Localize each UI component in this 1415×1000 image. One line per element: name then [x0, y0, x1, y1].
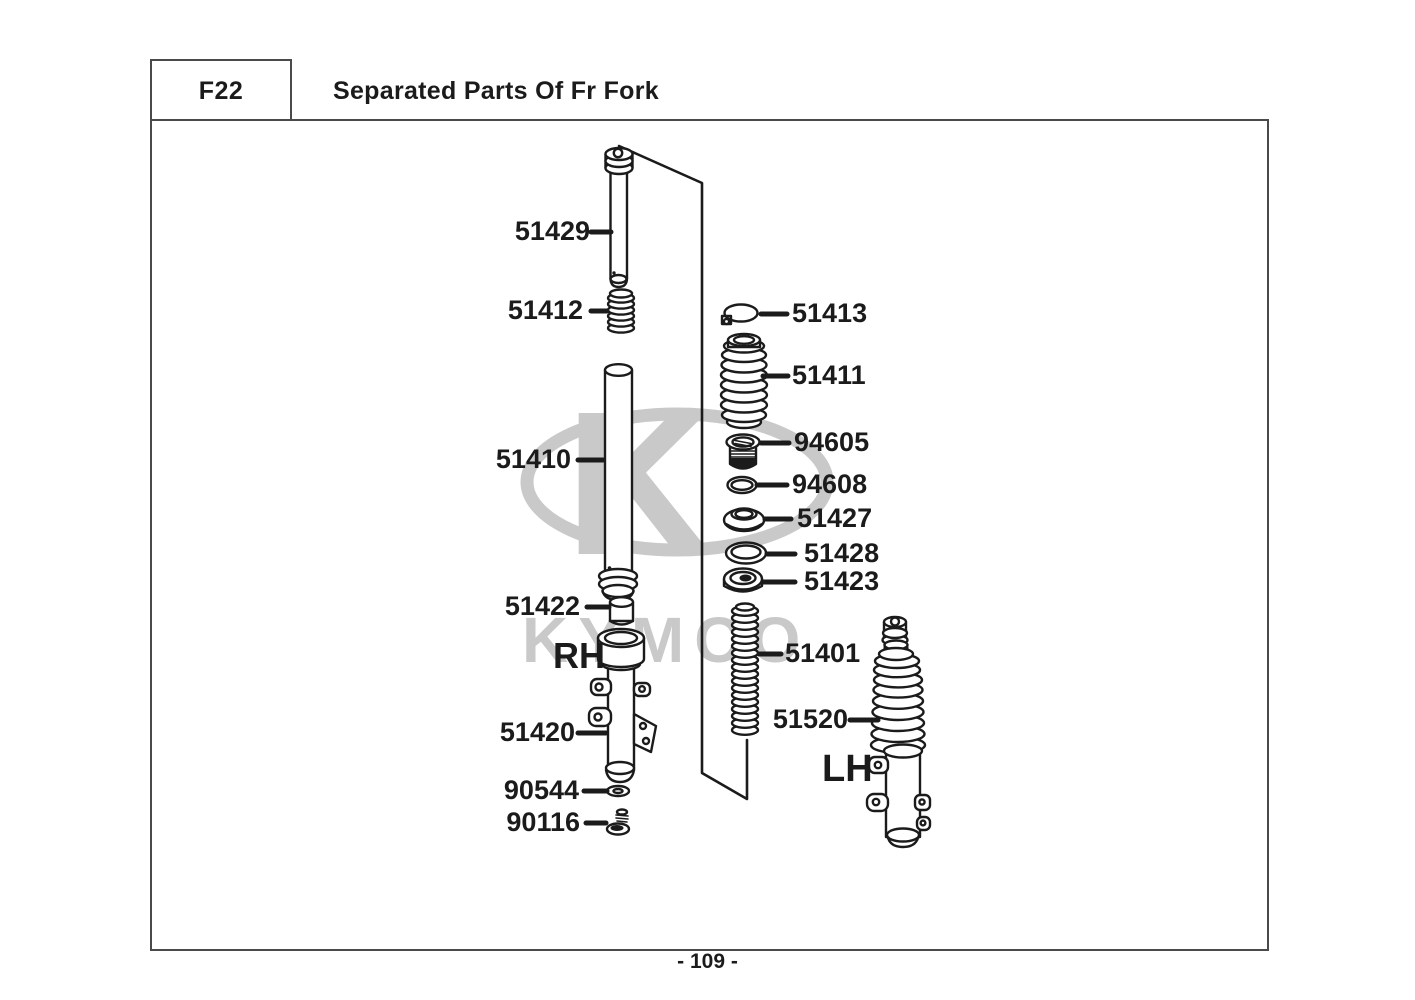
part-drawing-o-ring-94608: [726, 475, 758, 495]
kymco-logo-watermark: K: [520, 369, 834, 598]
part-label-94605: 94605: [794, 427, 870, 457]
page-number: - 109 -: [677, 950, 738, 973]
part-drawing-washer-90544: [605, 784, 631, 798]
page-title: Separated Parts Of Fr Fork: [333, 77, 659, 105]
part-label-51413: 51413: [792, 298, 868, 328]
part-label-51401: 51401: [785, 638, 861, 668]
part-drawing-fork-spring-51401: [730, 602, 760, 737]
fork-rh-label: RH: [553, 635, 605, 676]
part-label-51422: 51422: [504, 591, 580, 621]
part-drawing-fork-assy-lh-51520: [865, 615, 932, 849]
part-label-51412: 51412: [507, 295, 583, 325]
part-drawing-bottom-case-rh-51420: [587, 627, 658, 784]
kymco-logo-letter-k: K: [565, 369, 713, 598]
leader-lines: [575, 229, 881, 826]
part-label-51520: 51520: [772, 704, 848, 734]
part-label-94608: 94608: [792, 469, 868, 499]
part-label-51410: 51410: [495, 444, 571, 474]
part-label-51423: 51423: [804, 566, 880, 596]
part-label-51411: 51411: [792, 360, 866, 390]
part-drawing-damper-rod-51429: [604, 146, 634, 289]
part-drawing-backup-ring-51428: [724, 541, 768, 565]
part-drawing-seal-51423: [722, 567, 764, 593]
part-drawing-bolt-90116: [605, 808, 631, 836]
fork-parts-diagram: [575, 144, 932, 849]
part-drawing-dust-boot-51411: [719, 332, 769, 430]
part-label-51429: 51429: [514, 216, 590, 246]
part-label-90116: 90116: [506, 807, 580, 837]
part-drawing-rebound-spring-51412: [606, 288, 636, 334]
diagram-frame: K KYMCO: [150, 119, 1269, 951]
section-code: F22: [198, 76, 244, 105]
panel-outline: [617, 144, 749, 801]
part-label-90544: 90544: [503, 775, 579, 805]
part-label-51420: 51420: [499, 717, 575, 747]
part-label-51428: 51428: [804, 538, 880, 568]
fork-lh-label: LH: [822, 748, 873, 790]
part-drawing-fork-tube-51410: [597, 363, 639, 602]
section-code-box: F22: [150, 59, 292, 123]
part-label-51427: 51427: [797, 503, 873, 533]
part-drawing-clip-51413: [720, 303, 759, 326]
part-drawing-oil-seal-51427: [722, 507, 766, 533]
part-drawing-oil-lock-piece-51422: [608, 596, 635, 626]
part-drawing-piston-94605: [725, 433, 761, 470]
